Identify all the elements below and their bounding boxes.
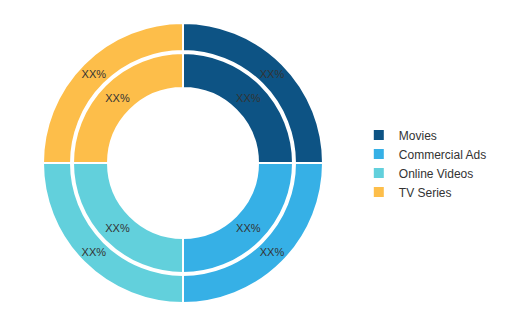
svg-text:XX%: XX% — [236, 222, 261, 234]
svg-text:XX%: XX% — [105, 92, 130, 104]
svg-text:XX%: XX% — [260, 246, 285, 258]
svg-text:TV Series: TV Series — [399, 186, 452, 200]
svg-text:Movies: Movies — [399, 129, 437, 143]
svg-text:Online Videos: Online Videos — [399, 167, 474, 181]
svg-text:XX%: XX% — [82, 246, 107, 258]
svg-text:XX%: XX% — [236, 92, 261, 104]
svg-text:Commercial Ads: Commercial Ads — [399, 148, 486, 162]
svg-text:XX%: XX% — [260, 68, 285, 80]
svg-text:XX%: XX% — [82, 68, 107, 80]
svg-text:XX%: XX% — [105, 222, 130, 234]
